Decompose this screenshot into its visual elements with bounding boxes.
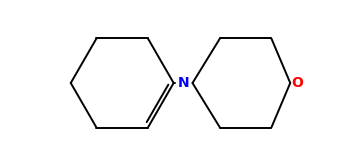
Text: N: N (178, 76, 190, 90)
Text: O: O (291, 76, 303, 90)
